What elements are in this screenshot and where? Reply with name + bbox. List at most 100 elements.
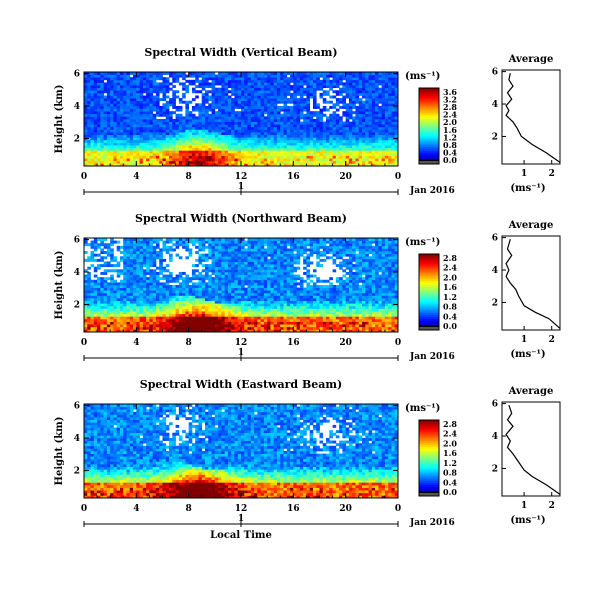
heatmap-cell	[394, 124, 399, 128]
heatmap-cell	[362, 129, 366, 133]
heatmap-cell	[234, 248, 239, 252]
heatmap-cell	[100, 238, 104, 241]
heatmap-cell	[205, 318, 209, 322]
heatmap-cell	[231, 290, 235, 294]
heatmap-cell	[319, 139, 324, 143]
heatmap-cell	[342, 160, 347, 164]
heatmap-cell	[218, 160, 222, 164]
heatmap-cell	[293, 163, 297, 167]
heatmap-cell	[84, 82, 88, 86]
heatmap-cell	[329, 147, 333, 151]
heatmap-cell	[339, 132, 343, 136]
heatmap-cell	[208, 147, 212, 151]
heatmap-cell	[263, 95, 268, 99]
heatmap-cell	[169, 111, 173, 115]
heatmap-cell	[234, 77, 239, 81]
heatmap-cell	[378, 79, 382, 83]
heatmap-cell	[152, 139, 157, 143]
heatmap-cell	[155, 105, 160, 109]
heatmap-cell	[188, 160, 193, 164]
heatmap-cell	[119, 129, 124, 133]
heatmap-cell	[191, 155, 196, 159]
heatmap-cell	[352, 155, 356, 159]
heatmap-cell	[234, 72, 239, 75]
heatmap-cell	[208, 134, 212, 138]
heatmap-cell	[195, 282, 199, 286]
heatmap-cell	[214, 155, 219, 159]
heatmap-cell	[208, 290, 212, 294]
heatmap-cell	[394, 163, 399, 167]
heatmap-cell	[345, 85, 350, 89]
heatmap-cell	[129, 113, 134, 117]
heatmap-cell	[182, 300, 186, 304]
heatmap-cell	[227, 100, 232, 104]
heatmap-cell	[172, 139, 176, 143]
heatmap-cell	[119, 137, 124, 141]
heatmap-cell	[133, 98, 137, 102]
heatmap-cell	[221, 282, 225, 286]
heatmap-cell	[152, 318, 157, 322]
heatmap-cell	[342, 121, 347, 125]
heatmap-cell	[339, 92, 343, 96]
heatmap-cell	[169, 256, 173, 260]
heatmap-cell	[162, 290, 167, 294]
heatmap-cell	[208, 108, 212, 112]
heatmap-cell	[159, 287, 163, 291]
heatmap-cell	[231, 79, 235, 83]
heatmap-cell	[306, 87, 311, 91]
heatmap-cell	[205, 258, 209, 262]
heatmap-cell	[205, 152, 209, 156]
heatmap-cell	[191, 142, 196, 146]
heatmap-cell	[371, 95, 376, 99]
colorbar-band	[419, 139, 439, 142]
heatmap-cell	[142, 248, 147, 252]
heatmap-cell	[126, 253, 131, 257]
heatmap-cell	[165, 305, 170, 309]
heatmap-cell	[375, 72, 379, 75]
heatmap-cell	[110, 87, 114, 91]
heatmap-cell	[227, 95, 232, 99]
heatmap-cell	[241, 103, 245, 107]
heatmap-cell	[218, 329, 222, 333]
heatmap-cell	[335, 98, 340, 102]
heatmap-cell	[394, 116, 399, 120]
heatmap-cell	[126, 105, 131, 109]
heatmap-cell	[260, 95, 265, 99]
heatmap-cell	[345, 152, 350, 156]
heatmap-cell	[303, 137, 307, 141]
heatmap-cell	[110, 243, 114, 247]
heatmap-cell	[205, 290, 209, 294]
heatmap-cell	[201, 87, 206, 91]
heatmap-cell	[106, 121, 111, 125]
heatmap-cell	[316, 77, 320, 81]
heatmap-cell	[244, 256, 248, 260]
heatmap-cell	[214, 256, 219, 260]
heatmap-cell	[309, 77, 314, 81]
heatmap-cell	[205, 92, 209, 96]
heatmap-cell	[322, 82, 327, 86]
heatmap-cell	[381, 111, 386, 115]
heatmap-cell	[185, 308, 190, 312]
heatmap-cell	[123, 163, 127, 167]
heatmap-cell	[345, 82, 350, 86]
heatmap-cell	[136, 103, 140, 107]
heatmap-cell	[87, 82, 91, 86]
heatmap-cell	[355, 132, 360, 136]
heatmap-cell	[250, 147, 255, 151]
heatmap-cell	[106, 316, 111, 320]
heatmap-cell	[87, 163, 91, 167]
heatmap-cell	[257, 145, 261, 149]
heatmap-cell	[175, 150, 180, 154]
heatmap-cell	[365, 100, 369, 104]
heatmap-cell	[100, 105, 104, 109]
heatmap-cell	[152, 258, 157, 262]
heatmap-cell	[97, 85, 101, 89]
heatmap-cell	[286, 92, 291, 96]
heatmap-cell	[368, 121, 373, 125]
heatmap-cell	[87, 321, 91, 325]
heatmap-cell	[103, 150, 108, 154]
heatmap-cell	[136, 295, 140, 299]
heatmap-cell	[250, 137, 255, 141]
heatmap-cell	[165, 300, 170, 304]
heatmap-cell	[133, 308, 137, 312]
